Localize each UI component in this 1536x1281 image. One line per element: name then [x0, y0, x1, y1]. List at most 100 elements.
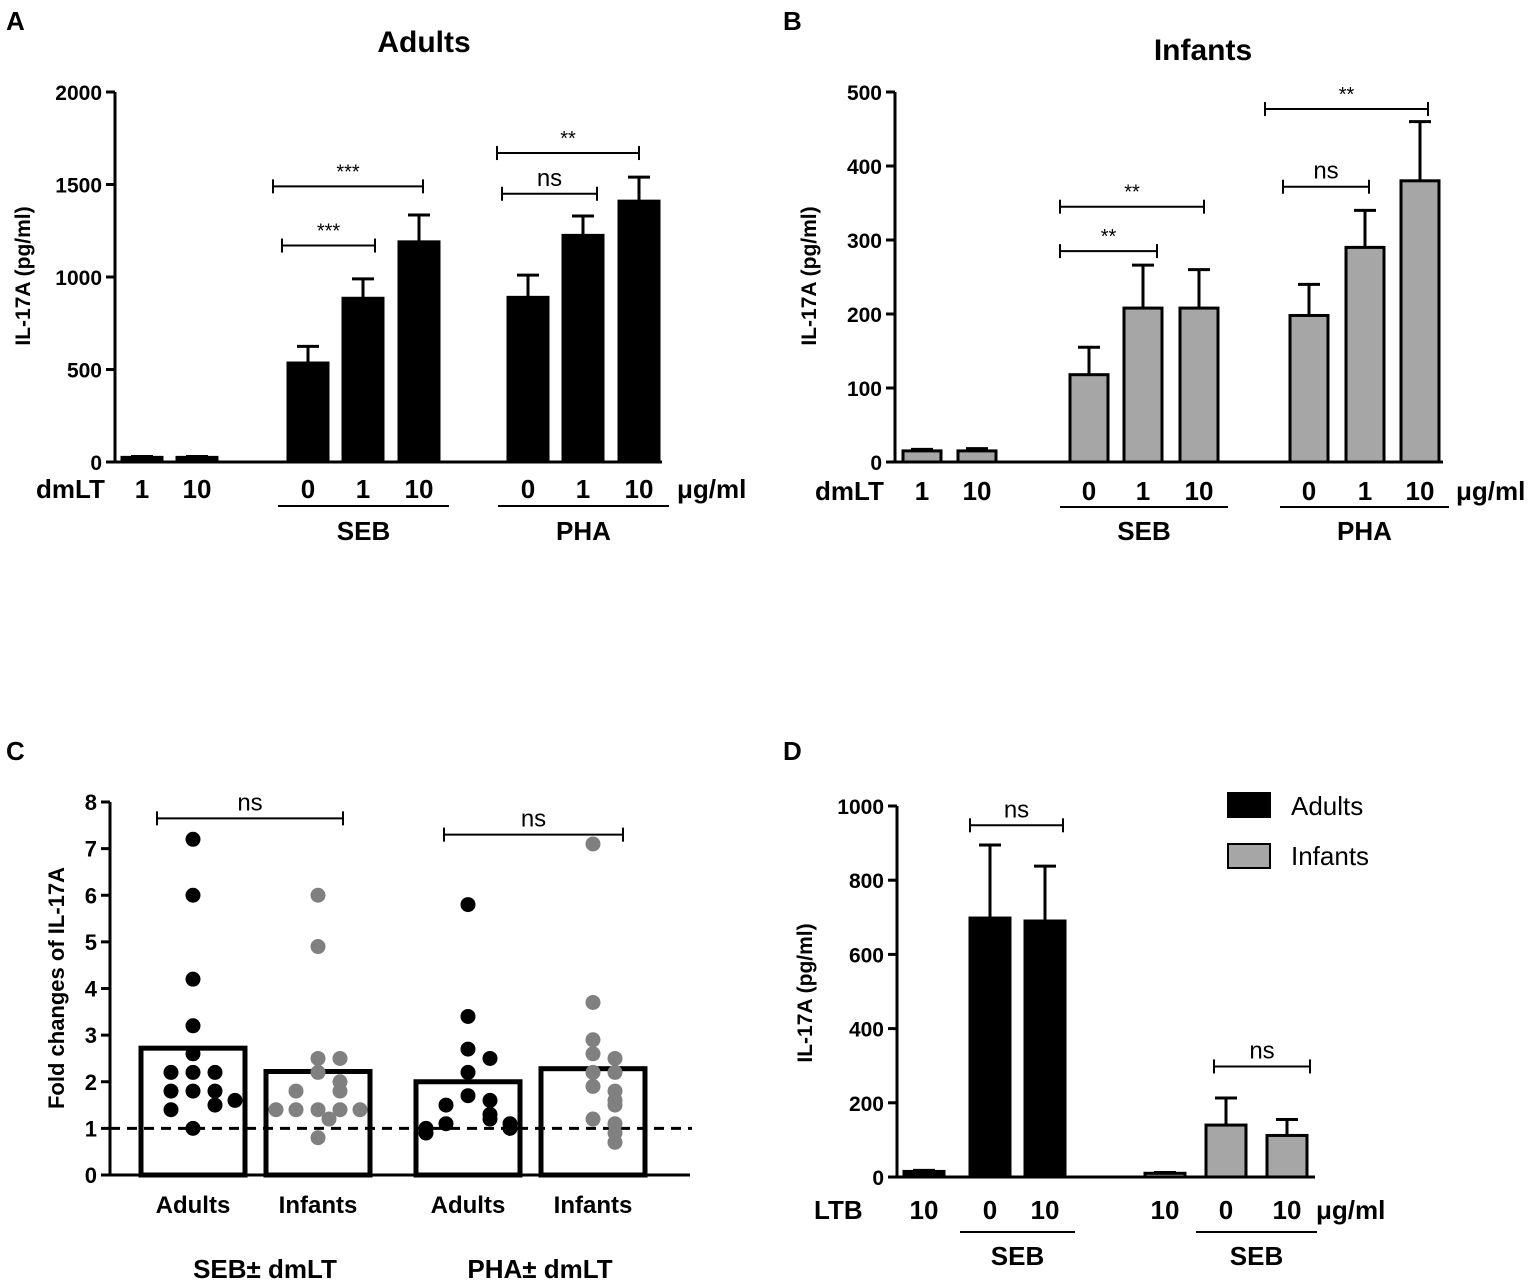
- panel-c-data-point: [185, 1064, 201, 1080]
- panel-b-bar: [901, 449, 943, 464]
- panel-c-data-point: [607, 1134, 623, 1150]
- panel-b-dose-label: 0: [1082, 476, 1096, 506]
- panel-b-dose-label: 10: [1185, 476, 1214, 506]
- panel-d-bar: [902, 1169, 946, 1179]
- panel-b-bar: [1344, 245, 1386, 464]
- panel-b-bar: [956, 449, 998, 464]
- panel-d-sig-label: ns: [1249, 1037, 1274, 1064]
- panel-c-ytick-label: 7: [85, 837, 97, 862]
- panel-a-bar: [397, 240, 441, 464]
- panel-b-ytick-label: 200: [847, 304, 882, 327]
- panel-c-ylabel: Fold changes of IL-17A: [44, 867, 69, 1109]
- panel-b-sig-label: **: [1124, 182, 1140, 204]
- panel-a-bar: [617, 199, 661, 464]
- panel-a-sig-label: ns: [537, 165, 562, 192]
- panel-c-ytick-label: 4: [85, 977, 98, 1002]
- panel-c-group-label: SEB± dmLT: [193, 1254, 337, 1281]
- panel-c-data-point: [585, 1032, 601, 1048]
- panel-b-ytick-label: 400: [847, 156, 882, 179]
- panel-c-data-point: [185, 831, 201, 847]
- legend-adults-swatch: [1227, 792, 1271, 818]
- panel-d-ylabel: IL-17A (pg/ml): [794, 923, 817, 1062]
- panel-b-ytick-label: 500: [847, 82, 882, 105]
- panel-c-data-point: [207, 1083, 223, 1099]
- panel-c-data-point: [460, 1064, 476, 1080]
- panel-d-ytick-label: 200: [849, 1093, 884, 1116]
- panel-a-dose-label: 10: [183, 474, 212, 504]
- panel-d-dose-label: LTB: [814, 1195, 863, 1225]
- panel-b-letter: B: [783, 6, 802, 36]
- panel-c-letter: C: [6, 736, 25, 766]
- panel-a-bar: [120, 455, 164, 464]
- panel-c-data-point: [268, 1102, 284, 1118]
- panel-b-bar: [1399, 179, 1441, 464]
- panel-b-dose-label: 1: [1136, 476, 1150, 506]
- panel-b-dose-label: 10: [1406, 476, 1435, 506]
- panel-a-ytick-label: 2000: [55, 82, 102, 105]
- panel-c-data-point: [207, 1097, 223, 1113]
- panel-b-ytick-label: 100: [847, 378, 882, 401]
- panel-a-sig-label: **: [560, 128, 576, 150]
- panel-b-group-label: SEB: [1117, 516, 1170, 546]
- panel-c-ytick-label: 5: [85, 930, 97, 955]
- panel-c-category-label: Infants: [554, 1192, 633, 1219]
- panel-c-data-point: [310, 939, 326, 955]
- panel-a-title: Adults: [377, 26, 470, 59]
- panel-a-dose-label: dmLT: [36, 474, 105, 504]
- panel-c-data-point: [482, 1111, 498, 1127]
- panel-d-dose-label: 0: [1219, 1195, 1233, 1225]
- panel-b-ylabel: IL-17A (pg/ml): [798, 206, 821, 345]
- panel-a-bar: [506, 295, 550, 464]
- panel-c-sig-label: ns: [521, 806, 546, 833]
- panel-b-dose-label: 0: [1302, 476, 1316, 506]
- panel-c-data-point: [332, 1083, 348, 1099]
- panel-c-data-point: [185, 887, 201, 903]
- panel-b-bar: [1178, 306, 1220, 464]
- panel-d-ytick-label: 400: [849, 1019, 884, 1042]
- panel-b-group-label: PHA: [1337, 516, 1392, 546]
- panel-b-sig-label: **: [1101, 226, 1117, 248]
- panel-a-ylabel: IL-17A (pg/ml): [12, 206, 35, 345]
- panel-d-group-label: SEB: [1230, 1241, 1283, 1271]
- panel-c-data-point: [585, 1064, 601, 1080]
- panel-a-ytick-label: 1500: [55, 175, 102, 198]
- panel-c-data-point: [163, 1102, 179, 1118]
- panel-c-group-label: PHA± dmLT: [467, 1254, 612, 1281]
- legend-infants-swatch: [1227, 843, 1271, 869]
- panel-d-bar: [1204, 1123, 1248, 1179]
- panel-d-bar: [1143, 1171, 1187, 1179]
- panel-a-dose-label: 10: [405, 474, 434, 504]
- panel-d-ytick-label: 0: [872, 1167, 884, 1190]
- panel-c-data-point: [585, 1078, 601, 1094]
- panel-a-bar: [561, 233, 605, 464]
- panel-d-bar: [968, 916, 1012, 1179]
- panel-c-category-label: Infants: [279, 1192, 358, 1219]
- panel-c-sig-label: ns: [237, 789, 262, 816]
- panel-c-data-point: [207, 1064, 223, 1080]
- panel-c-data-point: [418, 1125, 434, 1141]
- panel-b-sig-label: ns: [1313, 158, 1338, 185]
- panel-d-ytick-label: 600: [849, 944, 884, 967]
- panel-b-dose-label: dmLT: [815, 476, 884, 506]
- panel-c-data-point: [288, 1083, 304, 1099]
- panel-d-dose-label: 10: [1031, 1195, 1060, 1225]
- panel-b-dose-label: 1: [915, 476, 929, 506]
- panel-a-bar: [175, 455, 219, 464]
- panel-b-dose-label: 10: [963, 476, 992, 506]
- panel-c-ytick-label: 0: [85, 1163, 97, 1188]
- panel-d-letter: D: [783, 736, 802, 766]
- panel-d-bar: [1023, 919, 1067, 1179]
- panel-a-bar: [286, 361, 330, 464]
- panel-b-bar: [1288, 313, 1330, 464]
- panel-c-data-point: [460, 897, 476, 913]
- panel-a-ytick-label: 0: [90, 452, 102, 475]
- panel-c-data-point: [185, 1083, 201, 1099]
- panel-d-unit: μg/ml: [1316, 1195, 1385, 1225]
- panel-c-data-point: [310, 887, 326, 903]
- panel-c-data-point: [502, 1120, 518, 1136]
- panel-b-ytick-label: 300: [847, 230, 882, 253]
- panel-c-category-label: Adults: [156, 1192, 231, 1219]
- panel-d-dose-label: 0: [983, 1195, 997, 1225]
- panel-c-data-point: [607, 1064, 623, 1080]
- panel-a-group-label: SEB: [337, 516, 390, 546]
